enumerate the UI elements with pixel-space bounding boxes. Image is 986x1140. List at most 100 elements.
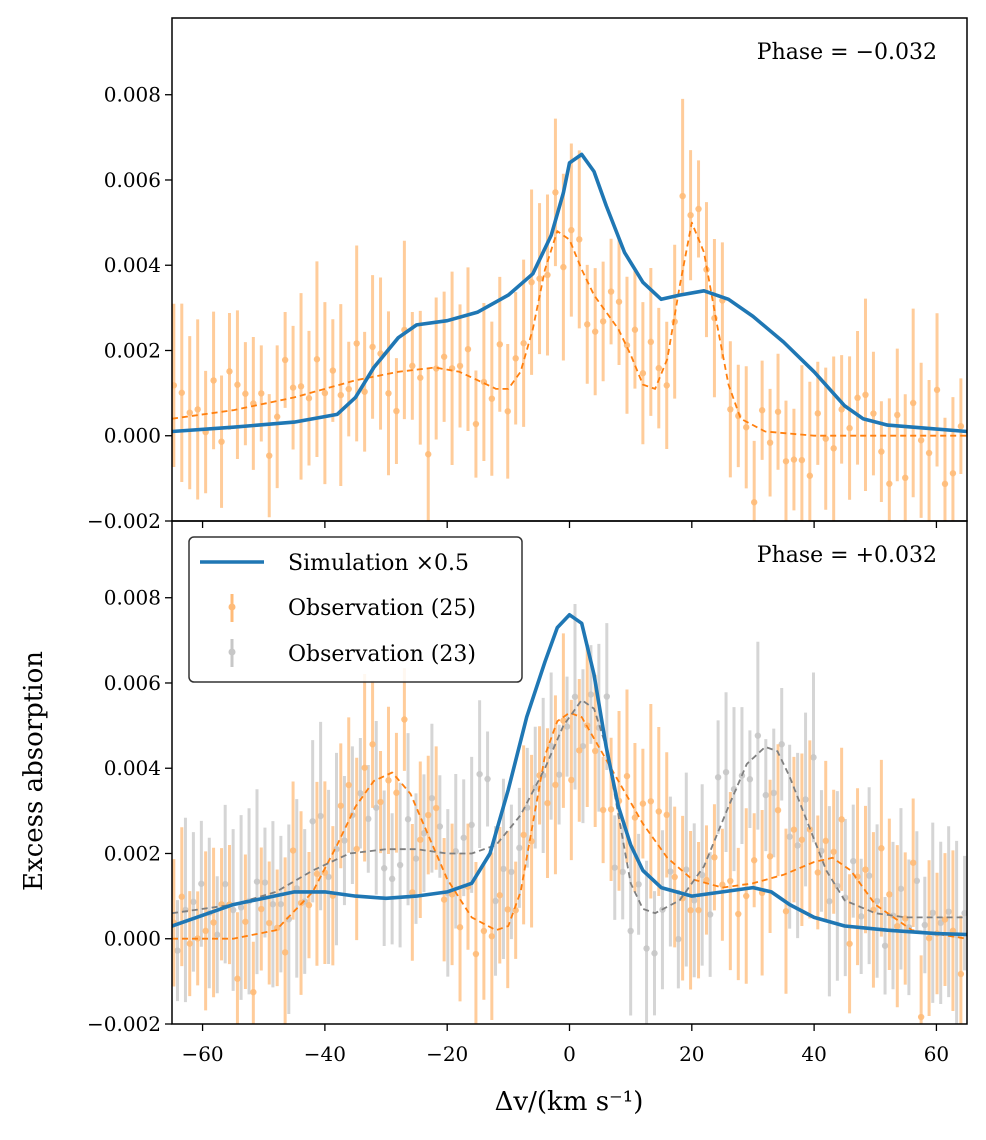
obs23-point <box>699 871 706 879</box>
obs23-point <box>388 875 396 883</box>
obs25-point <box>369 741 376 748</box>
obs23-point <box>603 693 611 700</box>
obs23-point <box>802 796 809 803</box>
obs25-point <box>838 816 845 823</box>
obs25-point <box>790 456 798 463</box>
obs23-point <box>412 855 420 862</box>
legend-simulation-label: Simulation ×0.5 <box>288 551 469 576</box>
obs23-point <box>810 754 817 761</box>
obs25-point <box>774 806 782 814</box>
obs23-point <box>516 844 523 852</box>
x-tick-label: 60 <box>924 1042 949 1066</box>
obs25-point <box>488 395 496 402</box>
obs25-point <box>607 288 615 295</box>
obs25-point <box>719 881 726 888</box>
obs25-point <box>766 853 774 860</box>
obs25-point <box>886 480 893 487</box>
obs25-point <box>536 275 543 282</box>
obs25-point <box>790 826 798 833</box>
obs25-point <box>297 383 305 390</box>
obs23-point <box>253 878 261 885</box>
obs25-point <box>345 385 352 393</box>
obs25-point <box>321 389 329 397</box>
obs25-point <box>743 424 750 431</box>
obs25-point <box>281 949 289 956</box>
obs25-point <box>591 328 599 335</box>
obs25-point <box>957 423 965 430</box>
obs25-point <box>917 437 925 444</box>
obs25-point <box>711 854 718 861</box>
y-tick-label: 0.002 <box>104 338 161 362</box>
obs23-point <box>945 908 952 915</box>
obs25-point <box>266 452 273 459</box>
obs25-point <box>305 901 313 909</box>
obs25-point <box>925 934 933 942</box>
obs25-point <box>456 362 464 370</box>
obs23-point <box>365 815 372 823</box>
obs25-point <box>210 377 217 384</box>
obs25-point <box>345 781 352 789</box>
obs25-point <box>504 906 511 913</box>
y-tick-label: 0.008 <box>104 586 161 610</box>
obs25-point <box>448 891 456 898</box>
obs25-point <box>814 869 821 876</box>
obs23-point <box>897 885 905 892</box>
obs25-point <box>862 391 869 399</box>
obs25-point <box>774 408 782 415</box>
obs23-point <box>937 919 944 927</box>
obs25-point <box>854 873 861 880</box>
y-tick-label: 0.002 <box>104 841 161 865</box>
obs23-point <box>858 913 865 920</box>
obs25-point <box>894 411 901 419</box>
obs25-point <box>496 341 503 348</box>
obs25-point <box>830 445 837 452</box>
obs25-point <box>321 869 329 876</box>
obs25-point <box>242 390 249 397</box>
obs23-point <box>587 691 595 698</box>
obs23-point <box>325 873 332 881</box>
obs25-point <box>854 394 861 402</box>
obs25-point <box>798 456 806 464</box>
obs25-point <box>504 408 511 415</box>
obs25-point <box>353 845 360 853</box>
obs25-point <box>909 399 917 407</box>
obs23-point <box>381 865 388 872</box>
obs25-point <box>456 924 464 931</box>
obs25-point <box>250 988 257 996</box>
top-observation-errorbars <box>172 98 965 521</box>
obs25-point <box>234 975 241 982</box>
obs25-point <box>369 343 376 351</box>
obs23-fit-line <box>172 699 967 919</box>
obs25-point <box>584 321 591 328</box>
obs25-point <box>862 866 869 873</box>
obs25-point <box>329 367 337 374</box>
obs23-point <box>174 947 181 954</box>
obs23-point <box>476 770 483 778</box>
obs25-point <box>417 836 424 843</box>
obs23-point <box>865 872 873 879</box>
obs25-point <box>337 391 344 399</box>
x-axis-label: Δv/(km s⁻¹) <box>495 1087 644 1117</box>
obs23-point <box>961 909 967 917</box>
x-tick-label: −20 <box>426 1042 468 1066</box>
obs25-point <box>814 410 821 417</box>
obs23-point <box>794 842 801 849</box>
obs23-point <box>778 741 785 748</box>
obs23-point <box>722 768 730 776</box>
y-tick-label: 0.006 <box>104 168 161 192</box>
obs25-point <box>568 776 575 784</box>
obs25-point <box>878 448 885 455</box>
obs25-point <box>512 355 519 362</box>
obs25-point <box>186 409 193 416</box>
simulation-line <box>172 613 967 937</box>
obs25-point <box>409 889 416 896</box>
y-axis-label: Excess absorption <box>19 651 49 891</box>
obs23-point <box>929 909 936 917</box>
obs25-point <box>552 189 559 196</box>
obs23-point <box>826 898 833 905</box>
obs23-point <box>396 861 404 869</box>
obs23-point <box>651 950 658 957</box>
obs25-point <box>758 407 766 414</box>
obs25-point <box>782 458 790 465</box>
